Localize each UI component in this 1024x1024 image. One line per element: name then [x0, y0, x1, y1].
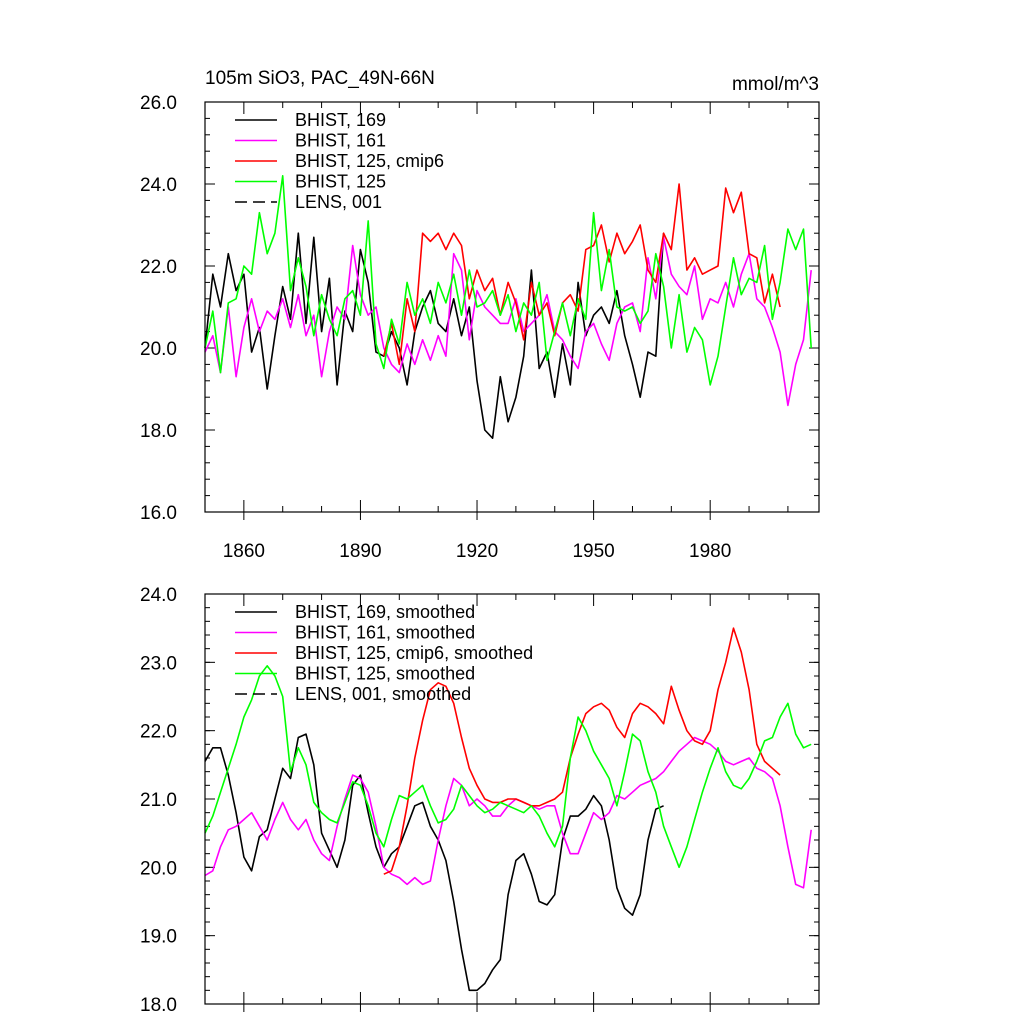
top-axes: 16.0 18.0 20.0 22.0 24.0 26.0 1860 1890 1920 1950…: [140, 93, 819, 562]
y-tick-label: 21.0: [140, 790, 177, 811]
y-tick-label: 24.0: [140, 585, 177, 606]
series-line: [204, 664, 812, 869]
top-panel-units: mmol/m^3: [732, 74, 819, 95]
x-tick-label: 1920: [456, 541, 498, 562]
series-line: [204, 733, 664, 992]
y-tick-label: 18.0: [140, 421, 177, 442]
series-line: [204, 232, 665, 440]
bottom-panel: 18.0 19.0 20.0 21.0 22.0 23.0 24.0 BHIST, 169,…: [140, 585, 820, 1016]
legend-label: LENS, 001: [295, 192, 382, 212]
bottom-plot-frame: [204, 593, 820, 1005]
legend-label: BHIST, 125, smoothed: [295, 664, 475, 684]
legend-label: BHIST, 161, smoothed: [295, 623, 475, 643]
y-tick-label: 22.0: [140, 722, 177, 743]
y-tick-label: 18.0: [140, 995, 177, 1016]
legend-label: BHIST, 169, smoothed: [295, 602, 475, 622]
series-line: [204, 236, 812, 407]
legend-label: BHIST, 125, cmip6: [295, 151, 444, 171]
top-panel: 105m SiO3, PAC_49N-66N mmol/m^3 16.0 18.0…: [140, 68, 820, 562]
y-tick-label: 22.0: [140, 257, 177, 278]
series-line: [383, 183, 781, 366]
y-tick-label: 19.0: [140, 927, 177, 948]
y-tick-label: 26.0: [140, 93, 177, 114]
x-tick-label: 1950: [572, 541, 614, 562]
legend-label: BHIST, 169: [295, 110, 386, 130]
legend-label: BHIST, 125, cmip6, smoothed: [295, 643, 533, 663]
top-series: [204, 175, 812, 440]
series-line: [204, 736, 812, 889]
legend-label: BHIST, 161: [295, 131, 386, 151]
y-tick-label: 20.0: [140, 858, 177, 879]
series-line: [204, 175, 812, 386]
x-tick-label: 1860: [223, 541, 265, 562]
y-tick-label: 24.0: [140, 175, 177, 196]
top-panel-title: 105m SiO3, PAC_49N-66N: [205, 68, 435, 89]
top-plot-frame: [204, 101, 820, 513]
y-tick-label: 20.0: [140, 339, 177, 360]
bottom-axes: 18.0 19.0 20.0 21.0 22.0 23.0 24.0: [140, 585, 819, 1016]
x-tick-label: 1980: [689, 541, 731, 562]
bottom-series: [204, 627, 812, 992]
y-tick-label: 23.0: [140, 653, 177, 674]
legend-label: LENS, 001, smoothed: [295, 684, 471, 704]
y-tick-label: 16.0: [140, 503, 177, 524]
x-tick-label: 1890: [339, 541, 381, 562]
legend-label: BHIST, 125: [295, 172, 386, 192]
